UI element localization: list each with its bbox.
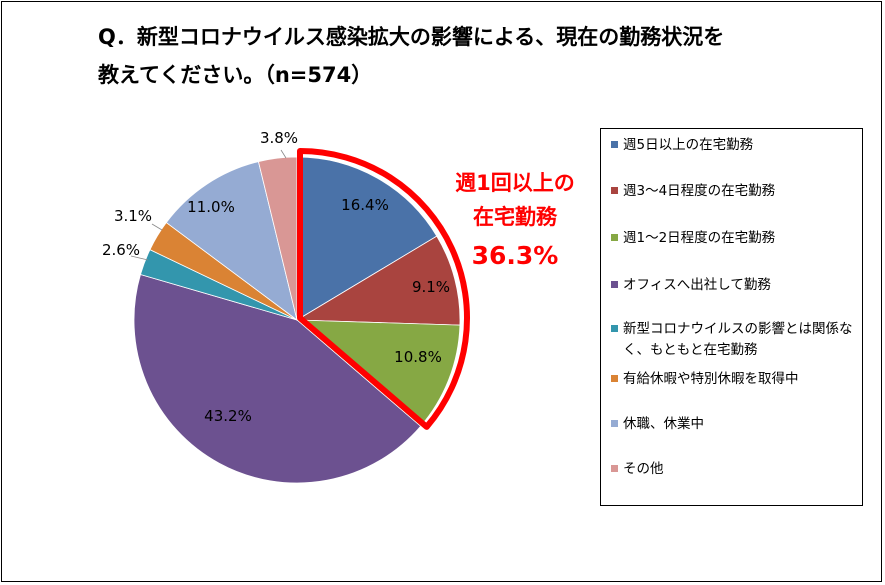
legend-label: 休職、休業中 xyxy=(623,416,704,432)
legend-item: 休職、休業中 xyxy=(611,414,856,435)
legend-swatch xyxy=(611,281,618,288)
legend-label: 新型コロナウイルスの影響とは関係なく、もともと在宅勤務 xyxy=(623,321,853,358)
legend-swatch xyxy=(611,187,618,194)
legend-label: 有給休暇や特別休暇を取得中 xyxy=(623,371,799,387)
legend-item: その他 xyxy=(611,459,856,480)
pie-slice xyxy=(296,156,438,321)
pie-slice xyxy=(257,156,298,321)
slice-data-label: 3.1% xyxy=(114,207,152,225)
legend-item: 週3～4日程度の在宅勤務 xyxy=(611,181,856,202)
slice-data-label: 9.1% xyxy=(412,278,450,296)
legend-item: オフィスへ出社して勤務 xyxy=(611,275,856,296)
legend-swatch xyxy=(611,234,618,241)
highlight-outline-path xyxy=(297,148,470,430)
slice-data-label: 3.8% xyxy=(260,129,298,147)
slice-data-label: 43.2% xyxy=(204,407,252,425)
legend-swatch xyxy=(611,141,618,148)
callout-line2: 在宅勤務 xyxy=(473,205,557,229)
legend-swatch xyxy=(611,325,618,332)
legend-label: 週1～2日程度の在宅勤務 xyxy=(623,230,776,246)
legend-label: 週3～4日程度の在宅勤務 xyxy=(623,183,776,199)
slice-data-label: 16.4% xyxy=(341,196,389,214)
legend-label: その他 xyxy=(623,461,664,477)
chart-legend: 週5日以上の在宅勤務 週3～4日程度の在宅勤務 週1～2日程度の在宅勤務 オフィ… xyxy=(600,128,863,506)
pie-slice xyxy=(165,161,298,321)
legend-label: 週5日以上の在宅勤務 xyxy=(623,137,754,153)
leader-lines xyxy=(130,149,287,261)
pie-slices xyxy=(133,156,461,484)
leader-line xyxy=(151,223,163,231)
leader-line xyxy=(130,255,149,261)
chart-title-line2: 教えてください。（n=574） xyxy=(98,63,373,87)
pie-slice xyxy=(295,235,461,326)
slice-data-label: 11.0% xyxy=(187,198,235,216)
callout-value: 36.3% xyxy=(471,241,559,270)
legend-swatch xyxy=(611,420,618,427)
callout-line1: 週1回以上の xyxy=(455,171,575,195)
legend-swatch xyxy=(611,465,618,472)
legend-item: 有給休暇や特別休暇を取得中 xyxy=(611,369,856,390)
pie-slice xyxy=(133,274,422,484)
chart-title-line1: Q．新型コロナウイルス感染拡大の影響による、現在の勤務状況を xyxy=(98,25,725,49)
chart-title: Q．新型コロナウイルス感染拡大の影響による、現在の勤務状況を 教えてください。（… xyxy=(40,18,840,94)
slice-data-label: 10.8% xyxy=(394,348,442,366)
legend-item: 週1～2日程度の在宅勤務 xyxy=(611,228,856,249)
legend-item: 週5日以上の在宅勤務 xyxy=(611,135,856,156)
highlight-outline xyxy=(297,148,470,430)
legend-swatch xyxy=(611,375,618,382)
data-labels: 16.4% 9.1% 10.8% 43.2% 2.6% 3.1% 11.0% 3.8% xyxy=(102,129,450,425)
legend-label: オフィスへ出社して勤務 xyxy=(623,277,771,293)
legend-item: 新型コロナウイルスの影響とは関係なく、もともと在宅勤務 xyxy=(611,319,856,361)
leader-line xyxy=(280,149,287,159)
highlight-callout: 週1回以上の 在宅勤務 36.3% xyxy=(420,166,610,276)
slice-data-label: 2.6% xyxy=(102,241,140,259)
